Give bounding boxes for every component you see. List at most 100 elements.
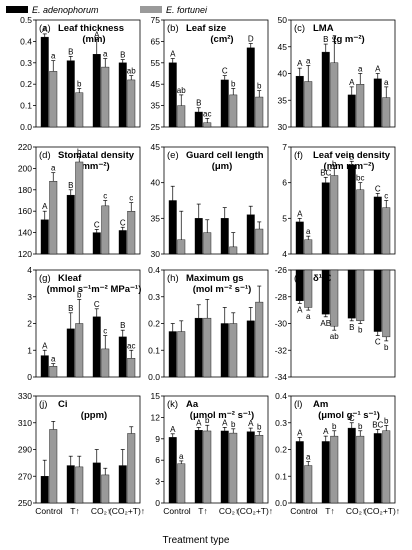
y-tick-label: 9 bbox=[155, 434, 160, 444]
panel-frame bbox=[290, 146, 396, 255]
bar bbox=[194, 317, 203, 378]
bar bbox=[177, 331, 186, 378]
bar bbox=[127, 210, 136, 255]
bar bbox=[168, 331, 177, 378]
bar bbox=[92, 232, 101, 255]
sig-letter: b bbox=[205, 416, 210, 425]
bar bbox=[101, 205, 110, 255]
bar bbox=[40, 476, 49, 504]
panel-label: (e) bbox=[167, 150, 179, 161]
y-tick-label: 0.4 bbox=[148, 265, 160, 275]
y-tick-label: 0.2 bbox=[148, 319, 160, 329]
panel-4: 30 35 40 45 (e) Guard cell length(μm) bbox=[151, 142, 269, 259]
sig-letter: B bbox=[349, 152, 354, 161]
sig-letter: A bbox=[170, 425, 176, 434]
sig-letter: a bbox=[384, 78, 389, 87]
sig-letter: A bbox=[297, 305, 303, 314]
sig-letter: b bbox=[77, 290, 82, 299]
y-tick-label: 0.4 bbox=[275, 391, 287, 401]
legend: E. adenophorum E. fortunei bbox=[6, 5, 208, 15]
bar bbox=[49, 429, 58, 504]
bar bbox=[304, 269, 313, 308]
y-tick-label: 75 bbox=[151, 15, 161, 25]
bar bbox=[203, 122, 212, 128]
sig-letter: a bbox=[332, 32, 337, 41]
sig-letter: BC bbox=[372, 420, 383, 429]
bar bbox=[118, 336, 127, 378]
x-tick-label: (CO₂+T)↑ bbox=[364, 506, 400, 516]
bar bbox=[66, 60, 75, 128]
panel-label: (h) bbox=[167, 273, 179, 284]
bar bbox=[295, 441, 304, 504]
y-tick-label: 0.0 bbox=[148, 372, 160, 382]
panel-11: 0.0 0.1 0.2 0.3 0.4 (l) Am(μmol g⁻¹ s⁻¹) Aa Cont… bbox=[275, 391, 400, 516]
panel-title: Stomatal density bbox=[58, 150, 135, 161]
bar bbox=[255, 435, 264, 504]
sig-letter: A bbox=[297, 59, 303, 68]
y-tick-label: 120 bbox=[18, 249, 32, 259]
sig-letter: B bbox=[68, 304, 73, 313]
bar bbox=[168, 62, 177, 128]
y-tick-label: 35 bbox=[278, 95, 288, 105]
panel-unit: (g m⁻²) bbox=[333, 34, 364, 45]
bar bbox=[229, 94, 238, 128]
panel-title: Maximum gs bbox=[186, 273, 244, 284]
panel-label: (l) bbox=[294, 399, 302, 410]
bar bbox=[127, 433, 136, 504]
y-tick-label: 30 bbox=[278, 122, 288, 132]
sig-letter: C bbox=[120, 218, 126, 227]
sig-letter: A bbox=[42, 341, 48, 350]
y-tick-label: 35 bbox=[151, 213, 161, 223]
panel-6: 0 1 2 3 4 (g) Kleaf(mmol s⁻¹m⁻² MPa⁻¹) Aa Bb Cc Ba… bbox=[27, 265, 141, 382]
panel-label: (c) bbox=[294, 23, 305, 34]
panel-unit: (cm²) bbox=[210, 34, 233, 45]
panel-title: Leaf thickness bbox=[58, 23, 124, 34]
sig-letter: a bbox=[306, 227, 311, 236]
bar bbox=[194, 218, 203, 255]
sig-letter: b bbox=[231, 420, 236, 429]
y-tick-label: 0.1 bbox=[275, 471, 287, 481]
bar bbox=[127, 358, 136, 378]
sig-letter: BC bbox=[320, 168, 331, 177]
panel-title: Ci bbox=[58, 399, 68, 410]
sig-letter: a bbox=[179, 452, 184, 461]
panel-title: Leaf size bbox=[186, 23, 226, 34]
sig-letter: A bbox=[196, 418, 202, 427]
bar bbox=[220, 218, 229, 255]
legend-swatch-adenophorum bbox=[6, 6, 28, 13]
y-tick-label: 15 bbox=[151, 391, 161, 401]
bar bbox=[347, 164, 356, 255]
sig-letter: B bbox=[349, 323, 354, 332]
sig-letter: b bbox=[77, 148, 82, 157]
bar bbox=[330, 435, 339, 504]
panel-unit: (mm) bbox=[82, 34, 105, 45]
panel-frame bbox=[35, 19, 141, 128]
bar bbox=[177, 463, 186, 504]
bar bbox=[321, 51, 330, 128]
sig-letter: B bbox=[120, 51, 125, 60]
bar bbox=[295, 269, 304, 301]
y-tick-label: 7 bbox=[282, 142, 287, 152]
panels-group: 0.00.10.20.30.40.5(a) Leaf thickness(mm)A… bbox=[18, 15, 400, 516]
sig-letter: ab bbox=[127, 67, 136, 76]
bar bbox=[356, 435, 365, 504]
y-tick-label: 30 bbox=[151, 249, 161, 259]
bar bbox=[356, 83, 365, 128]
y-tick-label: -30 bbox=[275, 319, 288, 329]
y-tick-label: 310 bbox=[18, 418, 32, 428]
bar bbox=[347, 269, 356, 319]
sig-letter: C bbox=[375, 184, 381, 193]
sig-letter: b bbox=[358, 422, 363, 431]
bar bbox=[321, 441, 330, 504]
sig-letter: a bbox=[51, 355, 56, 364]
legend-label-adenophorum: E. adenophorum bbox=[32, 5, 99, 15]
y-tick-label: -32 bbox=[275, 345, 288, 355]
sig-letter: bc bbox=[356, 174, 364, 183]
y-tick-label: 160 bbox=[18, 206, 32, 216]
y-tick-label: 4 bbox=[27, 265, 32, 275]
x-tick-label: (CO₂+T)↑ bbox=[109, 506, 145, 516]
y-tick-label: 140 bbox=[18, 228, 32, 238]
panel-7: 0.0 0.1 0.2 0.3 0.4 (h) Maximum gs(mol m⁻² s⁻¹… bbox=[148, 265, 269, 382]
bar bbox=[246, 47, 255, 128]
sig-letter: a bbox=[103, 50, 108, 59]
